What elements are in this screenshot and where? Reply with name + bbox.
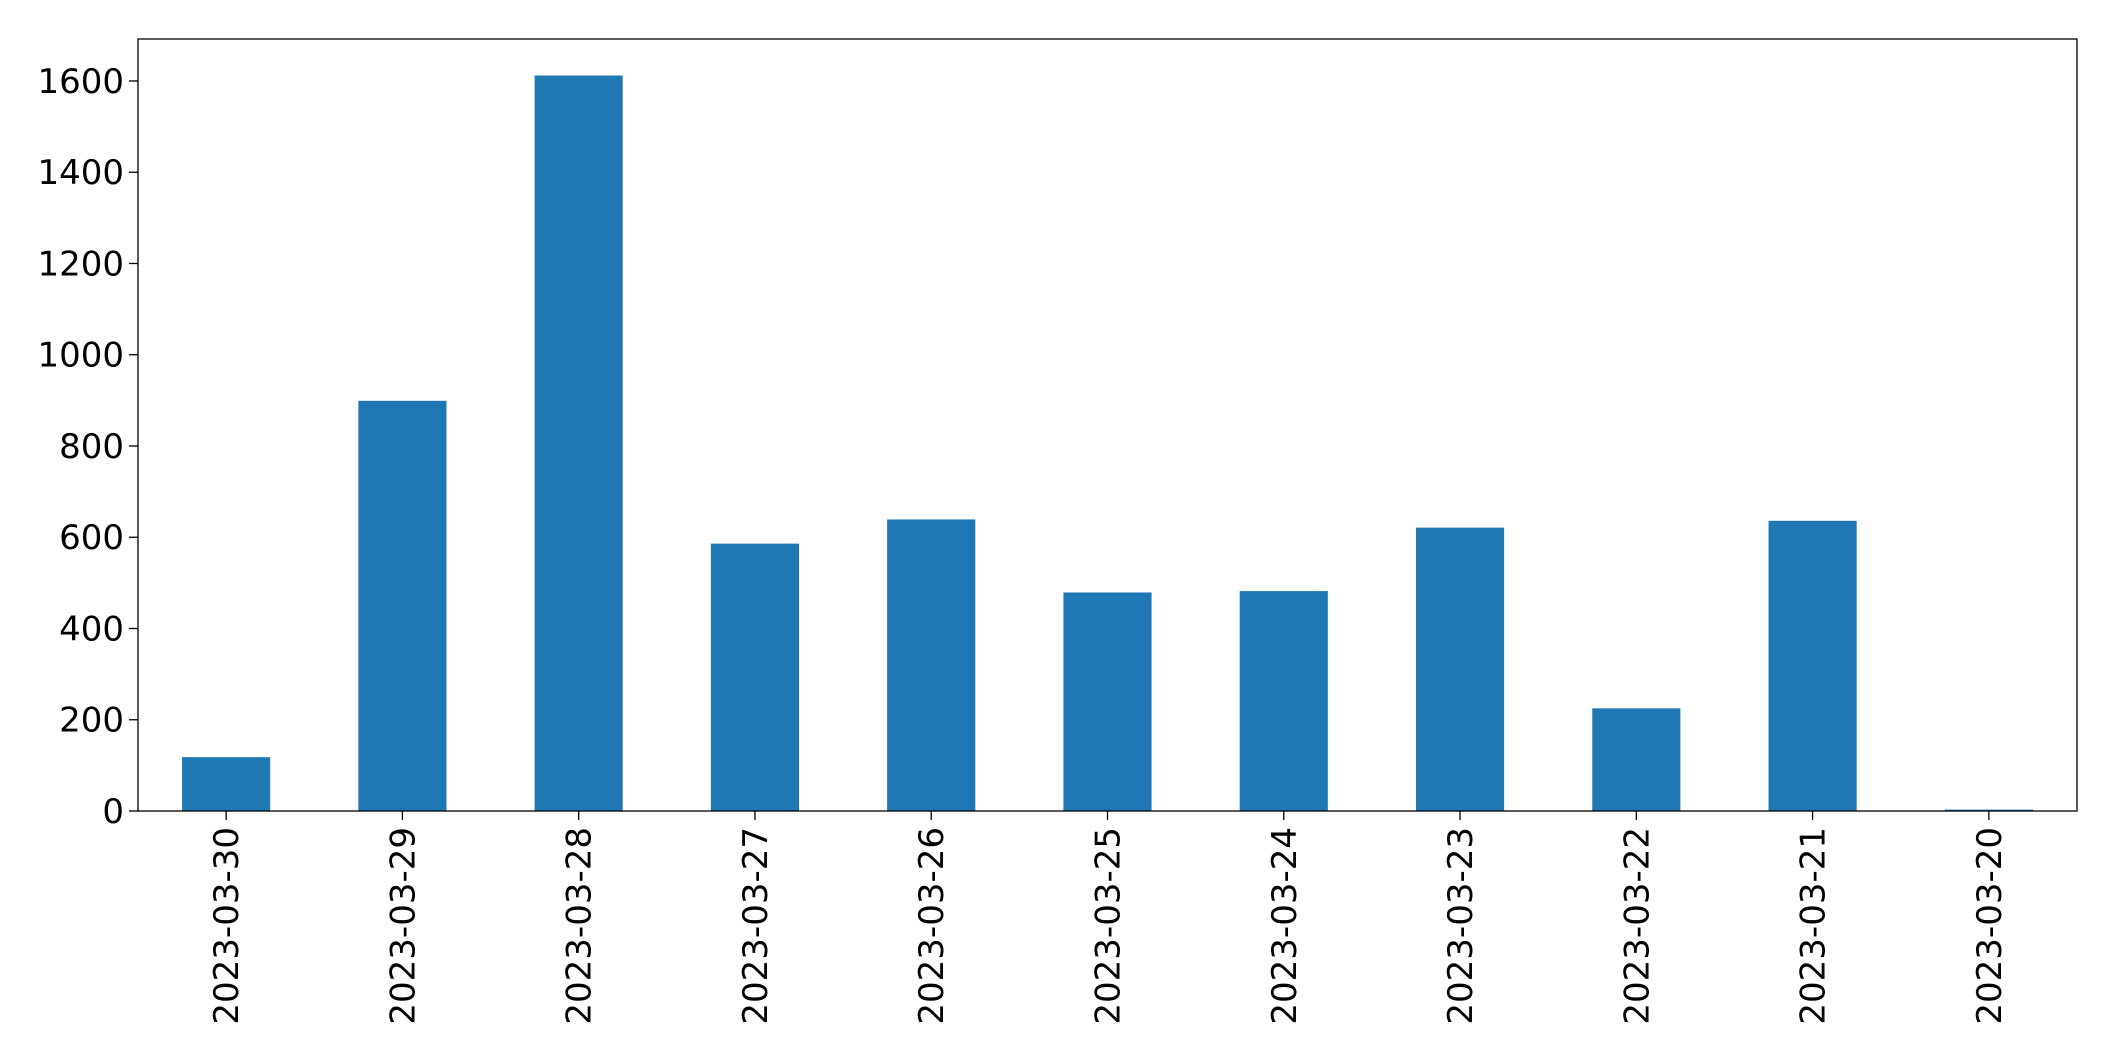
x-tick-label: 2023-03-30	[207, 827, 247, 1025]
bar	[358, 400, 447, 811]
y-tick-label: 600	[59, 518, 124, 558]
x-tick-label: 2023-03-23	[1441, 827, 1481, 1025]
y-tick-label: 0	[102, 792, 124, 832]
bar	[710, 543, 800, 811]
y-tick-label: 1600	[37, 62, 124, 102]
bar	[1239, 591, 1328, 811]
x-tick-label: 2023-03-20	[1970, 827, 2010, 1025]
bar	[1944, 809, 2033, 811]
y-tick-label: 800	[59, 427, 124, 467]
bar	[1592, 708, 1681, 811]
x-tick-label: 2023-03-27	[736, 827, 776, 1025]
y-tick-label: 200	[59, 701, 124, 741]
bar	[1415, 527, 1505, 811]
bar	[534, 75, 623, 812]
x-tick-label: 2023-03-21	[1794, 827, 1834, 1025]
bar	[1063, 592, 1152, 811]
bar	[887, 519, 976, 811]
x-tick-label: 2023-03-24	[1265, 827, 1305, 1025]
y-tick-label: 1000	[37, 336, 124, 376]
x-tick-label: 2023-03-29	[383, 827, 423, 1025]
x-tick-label: 2023-03-28	[560, 827, 600, 1025]
bar	[182, 757, 271, 811]
x-tick-label: 2023-03-22	[1617, 827, 1657, 1025]
x-tick-label: 2023-03-26	[912, 827, 952, 1025]
y-tick-label: 1400	[37, 153, 124, 193]
x-tick-label: 2023-03-25	[1089, 827, 1129, 1025]
bar	[1768, 520, 1857, 811]
y-tick-label: 1200	[37, 244, 124, 284]
y-tick-label: 400	[59, 609, 124, 649]
plot-frame	[137, 38, 2078, 812]
